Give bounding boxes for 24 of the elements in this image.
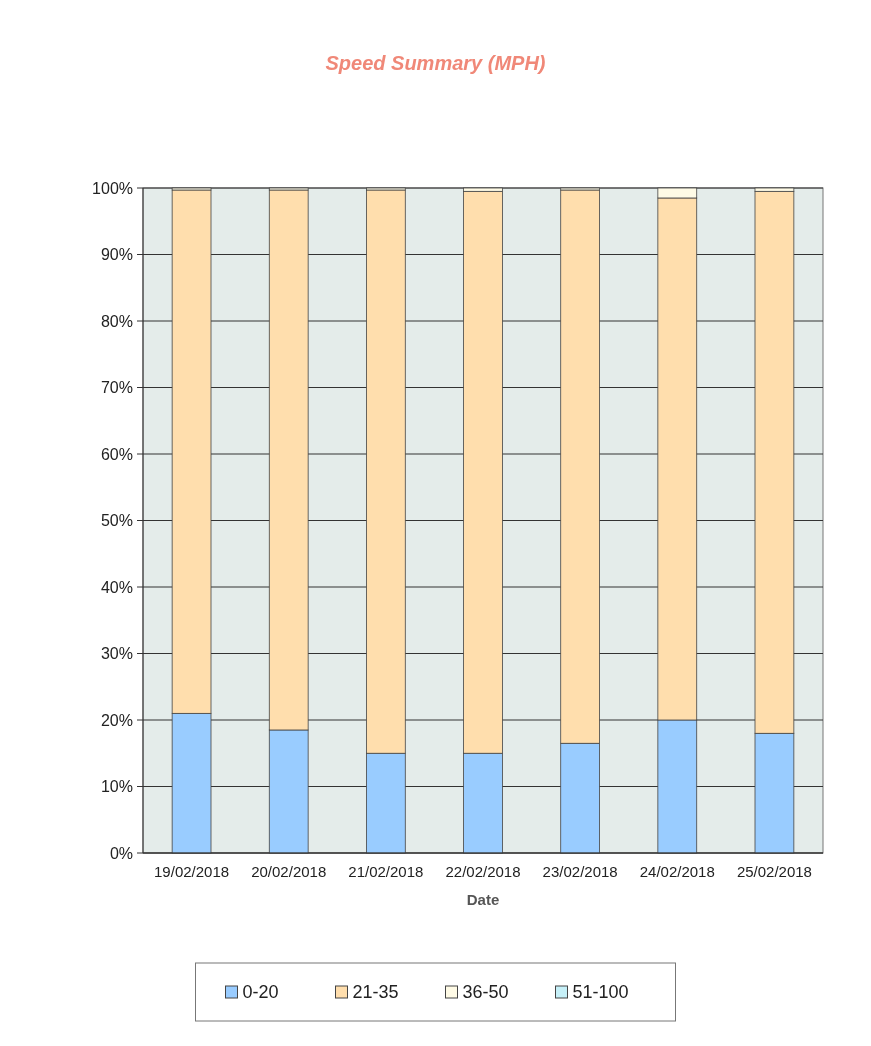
y-tick-label: 80% [100,312,133,330]
y-tick-label: 30% [100,645,133,663]
y-tick-label: 100% [92,179,133,197]
chart-title: Speed Summary (MPH) [325,52,546,74]
x-tick-label: 21/02/2018 [348,863,424,880]
y-tick-label: 60% [100,445,133,463]
y-tick-label: 0% [109,844,133,862]
legend-label: 21-35 [352,982,399,1003]
legend-label: 36-50 [462,982,509,1003]
x-tick-label: 25/02/2018 [736,863,812,880]
x-axis-title: Date [466,891,500,908]
y-tick-label: 10% [100,778,133,796]
legend-label: 0-20 [242,982,279,1003]
y-tick-label: 70% [100,379,133,397]
y-tick-label: 50% [100,512,133,530]
x-tick-label: 19/02/2018 [154,863,230,880]
y-tick-label: 40% [100,578,133,596]
legend-label: 51-100 [572,982,629,1003]
y-tick-label: 90% [100,246,133,264]
x-tick-label: 20/02/2018 [251,863,327,880]
x-tick-label: 24/02/2018 [639,863,715,880]
y-tick-label: 20% [100,711,133,729]
x-tick-label: 22/02/2018 [445,863,521,880]
x-tick-label: 23/02/2018 [542,863,618,880]
